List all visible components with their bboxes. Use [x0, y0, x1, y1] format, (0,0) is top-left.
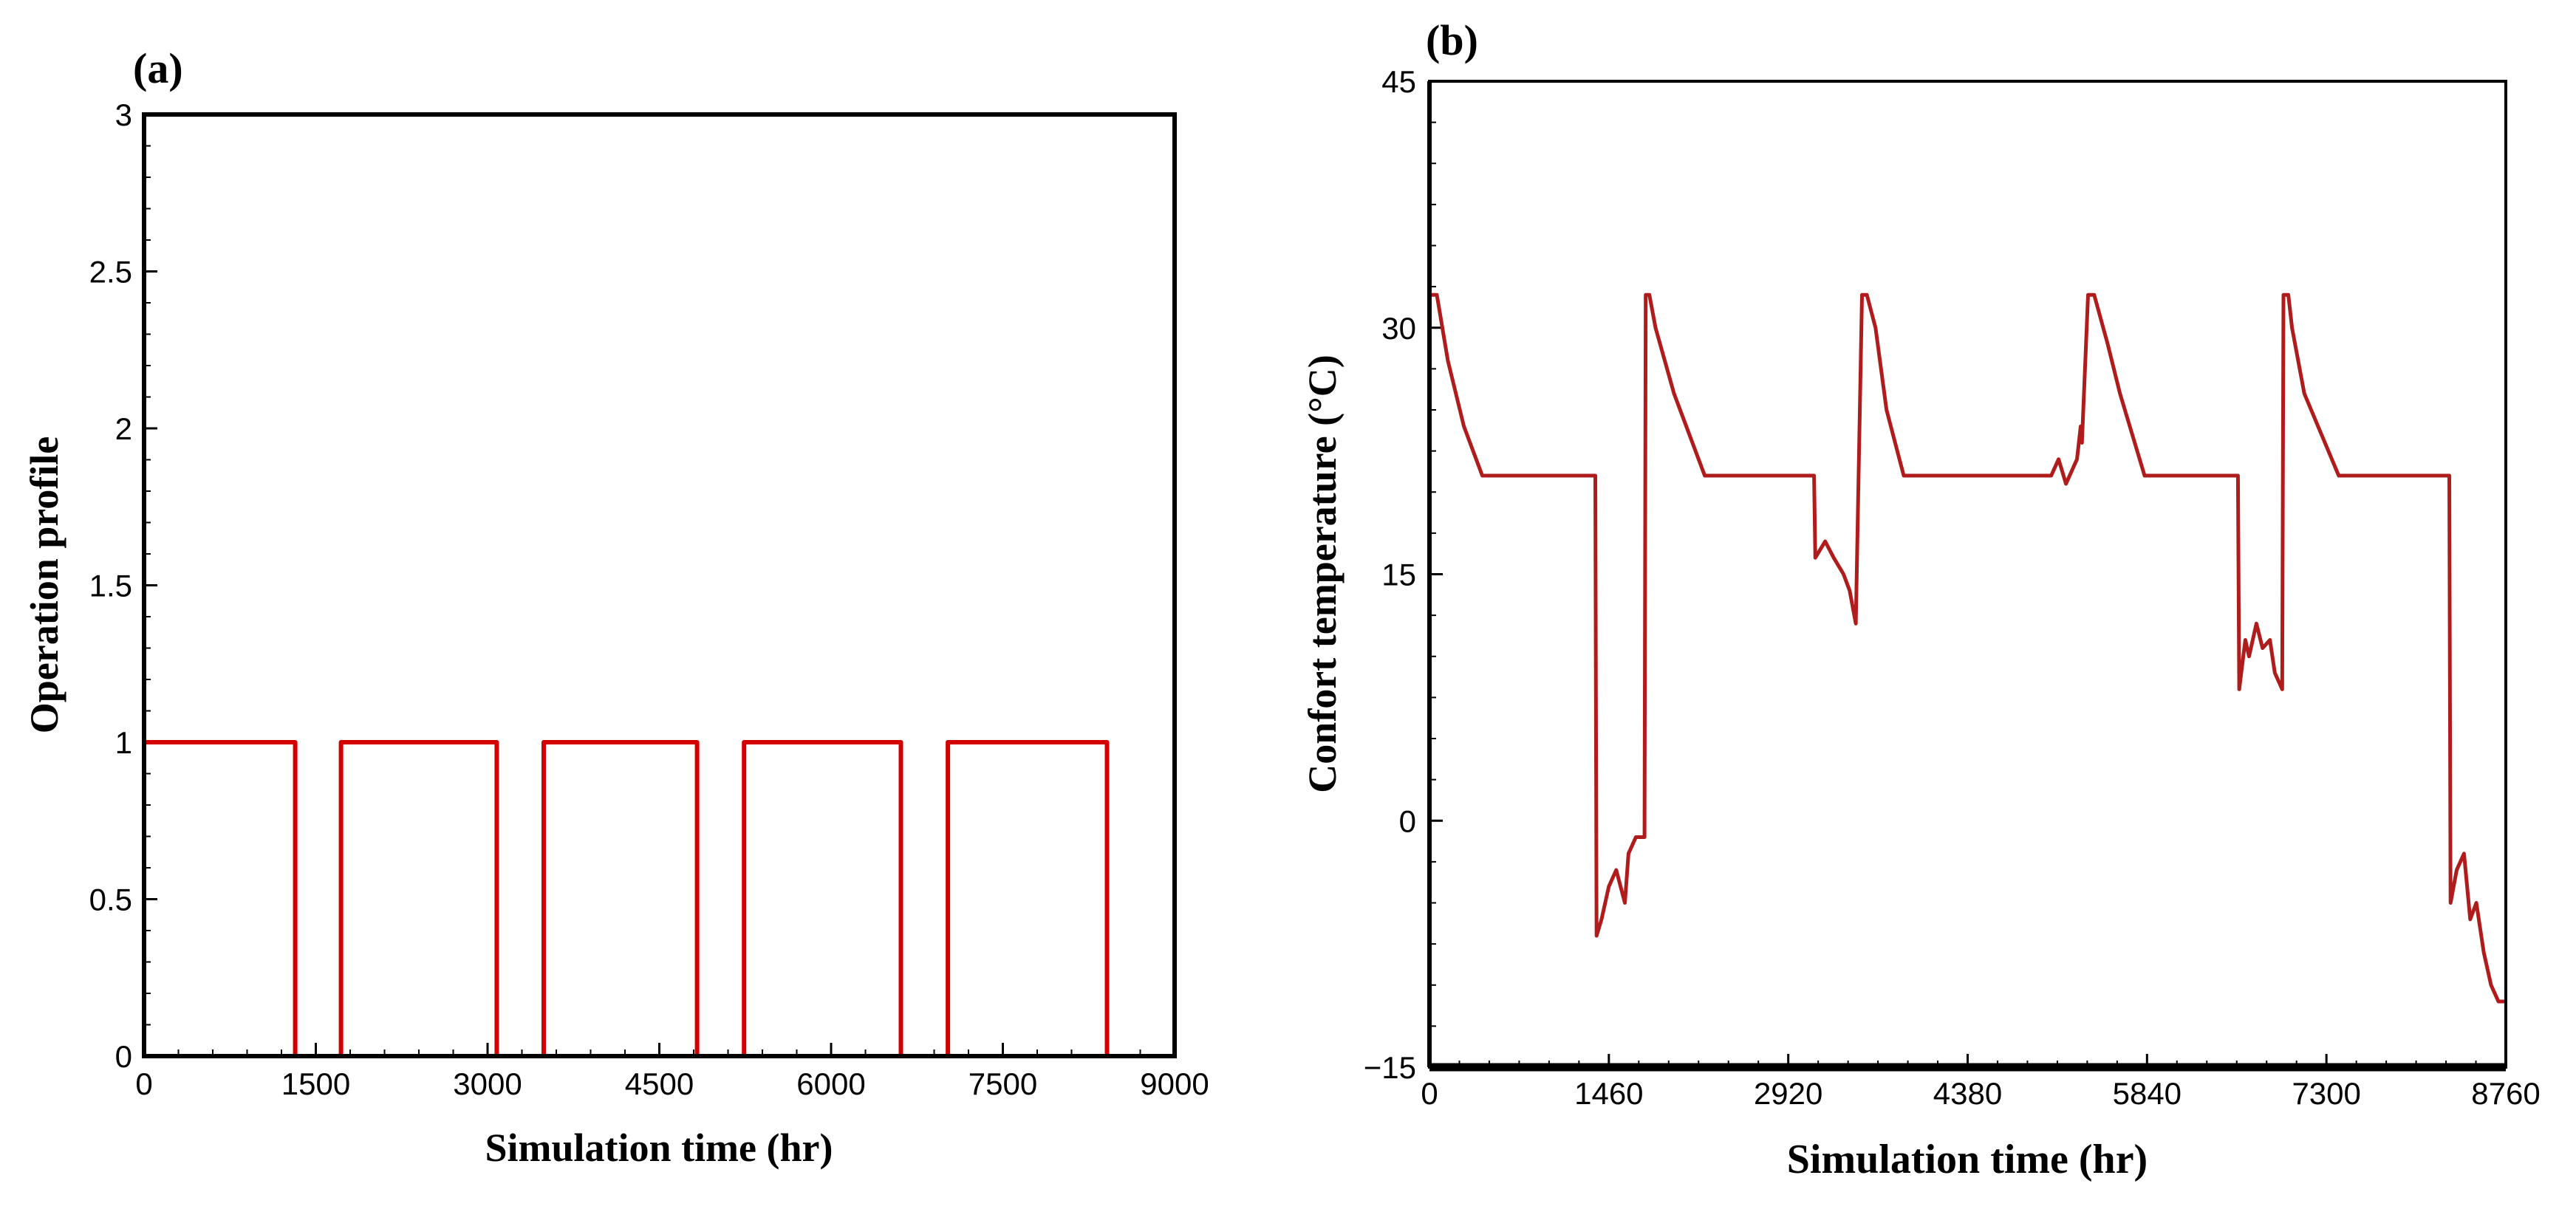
panel-b: (b) 0 1460 2920 4380 5840 7300 8760 −150153045… — [1300, 16, 2541, 1182]
panel-b-plot-frame — [1428, 80, 2507, 1069]
panel-b-x-tick-label: 1460 — [1574, 1076, 1643, 1111]
panel-b-y-axis-label: Confort temperature (°C) — [1300, 355, 1345, 792]
panel-b-series — [1429, 292, 2506, 1004]
panel-a-x-tick-label: 7500 — [968, 1066, 1037, 1101]
panel-a-label: (a) — [133, 44, 183, 92]
panel-a-x-tick-label: 4500 — [625, 1066, 694, 1101]
panel-b-x-tick-labels: 0 1460 2920 4380 5840 7300 8760 — [1421, 1076, 2540, 1111]
panel-b-x-tick-label: 4380 — [1933, 1076, 2002, 1111]
panel-a-y-tick-labels: 0 0.5 1 1.5 2 2.5 3 — [89, 97, 132, 1074]
panel-a-y-tick-label: 1.5 — [89, 569, 132, 603]
panel-b-x-axis-label: Simulation time (hr) — [1787, 1137, 2148, 1182]
panel-b-y-tick-label: 45 — [1381, 64, 1416, 99]
panel-b-label: (b) — [1426, 16, 1478, 64]
panel-a-plot-frame — [142, 112, 1177, 1058]
panel-b-series-line — [1429, 292, 2506, 1004]
panel-a-y-tick-label: 1 — [115, 725, 132, 760]
panel-a-y-tick-label: 0 — [115, 1039, 132, 1074]
panel-a-series — [144, 740, 1110, 1058]
panel-b-axis-ticks — [1428, 80, 2507, 1069]
panel-b-y-tick-label: −15 — [1364, 1050, 1416, 1085]
panel-b-x-tick-label: 5840 — [2113, 1076, 2182, 1111]
panel-a-x-tick-labels: 0 1500 3000 4500 6000 7500 9000 — [135, 1066, 1209, 1101]
panel-a-x-tick-label: 0 — [135, 1066, 152, 1101]
panel-a-x-tick-label: 9000 — [1140, 1066, 1209, 1101]
panel-a-series-line — [144, 740, 1110, 1058]
panel-a-y-axis-label: Operation profile — [22, 436, 66, 733]
panel-a-y-tick-label: 2 — [115, 411, 132, 446]
panel-b-y-tick-label: 30 — [1381, 311, 1416, 346]
panel-b-y-tick-labels: −15 0 15 30 45 — [1364, 64, 1416, 1085]
panel-a-y-tick-label: 0.5 — [89, 883, 132, 917]
panel-a-axis-ticks — [143, 113, 1176, 1058]
panel-a-y-tick-label: 2.5 — [89, 255, 132, 290]
panel-a-x-tick-label: 6000 — [796, 1066, 865, 1101]
panel-b-x-tick-label: 7300 — [2292, 1076, 2360, 1111]
panel-a-x-tick-label: 1500 — [281, 1066, 350, 1101]
panel-a-x-tick-label: 3000 — [453, 1066, 522, 1101]
panel-a-y-tick-label: 3 — [115, 97, 132, 132]
panel-a: (a) 0 1500 3000 4500 6000 7500 9000 0 0.5 1 1.5 2 2… — [22, 44, 1209, 1170]
panel-b-x-tick-label: 0 — [1421, 1076, 1438, 1111]
panel-a-x-axis-label: Simulation time (hr) — [485, 1126, 833, 1170]
panel-b-x-tick-label: 2920 — [1754, 1076, 1822, 1111]
panel-b-y-tick-label: 15 — [1381, 558, 1416, 592]
panel-b-x-tick-label: 8760 — [2471, 1076, 2540, 1111]
panel-b-y-tick-label: 0 — [1399, 804, 1416, 838]
